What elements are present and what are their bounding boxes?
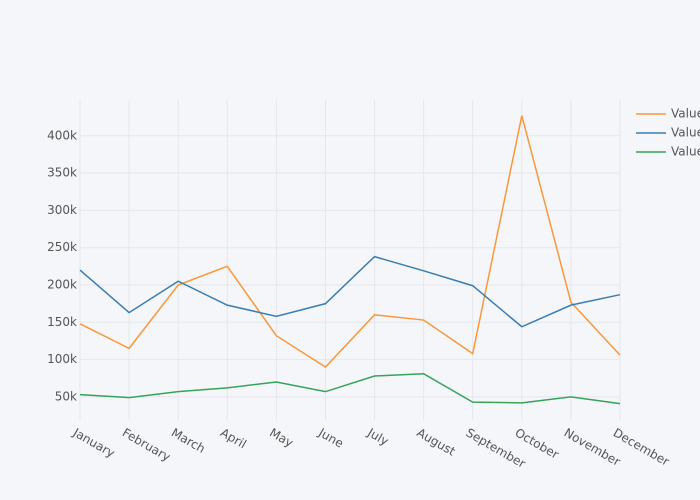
line-series (79, 255, 621, 328)
x-tick-label: December (611, 426, 672, 469)
y-tick-label: 350k (47, 166, 77, 180)
x-tick-label: March (169, 426, 208, 456)
x-tick-label: August (414, 426, 458, 459)
line-series (79, 115, 621, 369)
y-tick-label: 200k (47, 277, 77, 291)
y-tick-label: 50k (55, 389, 77, 403)
y-tick-label: 250k (47, 240, 77, 254)
y-tick-label: 300k (47, 203, 77, 217)
legend-label: Value (671, 107, 700, 121)
line-series (79, 372, 621, 405)
y-tick-label: 150k (47, 315, 77, 329)
x-tick-label: June (315, 425, 346, 451)
legend-label: Value (671, 145, 700, 159)
y-tick-label: 100k (47, 352, 77, 366)
x-tick-label: January (70, 425, 117, 460)
x-tick-label: April (218, 426, 249, 452)
y-tick-label: 400k (47, 128, 77, 142)
x-tick-label: July (364, 425, 391, 448)
x-tick-label: February (120, 426, 173, 465)
legend-label: Value (671, 126, 700, 140)
x-tick-label: May (267, 426, 295, 451)
